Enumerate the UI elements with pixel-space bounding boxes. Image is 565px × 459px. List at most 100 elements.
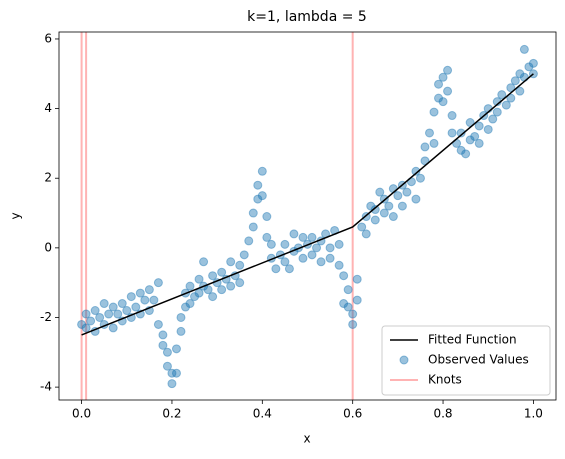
scatter-point [298, 232, 308, 242]
legend-label: Fitted Function [428, 333, 517, 347]
scatter-point [519, 44, 529, 54]
legend-label: Observed Values [428, 353, 529, 367]
scatter-point [492, 107, 502, 117]
scatter-point [334, 239, 344, 249]
scatter-point [194, 288, 204, 298]
scatter-point [235, 260, 245, 270]
scatter-point [167, 379, 177, 389]
scatter-point [325, 243, 335, 253]
scatter-point [370, 205, 380, 215]
scatter-point [379, 208, 389, 218]
x-axis-label: x [303, 432, 310, 446]
scatter-point [366, 201, 376, 211]
scatter-point [194, 274, 204, 284]
y-tick-label: -4 [40, 380, 52, 394]
scatter-point [470, 131, 480, 141]
scatter-point [81, 323, 91, 333]
scatter-point [284, 264, 294, 274]
scatter-point [483, 124, 493, 134]
scatter-point [217, 267, 227, 277]
scatter-point [393, 191, 403, 201]
scatter-point [424, 128, 434, 138]
scatter-point [253, 194, 263, 204]
scatter-point [411, 166, 421, 176]
scatter-point [77, 319, 87, 329]
legend: Fitted Function Observed Values Knots [381, 325, 551, 396]
chart-title: k=1, lambda = 5 [247, 9, 367, 25]
scatter-point [438, 72, 448, 82]
scatter-point [461, 149, 471, 159]
scatter-point [185, 281, 195, 291]
scatter-point [434, 79, 444, 89]
scatter-point [384, 201, 394, 211]
fitted-line [81, 73, 534, 336]
scatter-point [289, 229, 299, 239]
scatter-point [357, 222, 367, 232]
scatter-point [81, 309, 91, 319]
scatter-point [190, 292, 200, 302]
scatter-point [524, 62, 534, 72]
scatter-point [434, 93, 444, 103]
y-tick-label: 2 [44, 171, 52, 185]
scatter-point [280, 239, 290, 249]
axes-frame [58, 31, 557, 401]
scatter-point [334, 260, 344, 270]
scatter-point [298, 253, 308, 263]
scatter-point [438, 97, 448, 107]
scatter-point [312, 243, 322, 253]
scatter-point [415, 173, 425, 183]
scatter-point [361, 229, 371, 239]
x-tick-label: 0.0 [72, 407, 91, 421]
scatter-point [411, 194, 421, 204]
scatter-point [113, 309, 123, 319]
scatter-point [217, 285, 227, 295]
scatter-point [135, 288, 145, 298]
scatter-point [262, 212, 272, 222]
scatter-point [343, 302, 353, 312]
scatter-point [528, 58, 538, 68]
scatter-point [307, 250, 317, 260]
scatter-point [181, 302, 191, 312]
scatter-point [167, 368, 177, 378]
scatter-point [515, 69, 525, 79]
y-tick-label: 6 [44, 31, 52, 45]
scatter-point [108, 302, 118, 312]
scatter-point [343, 285, 353, 295]
x-tick-label: 1.0 [524, 407, 543, 421]
scatter-point [515, 86, 525, 96]
scatter-point [86, 316, 96, 326]
scatter-point [239, 250, 249, 260]
scatter-point [339, 271, 349, 281]
scatter-point [348, 309, 358, 319]
scatter-point [104, 309, 114, 319]
scatter-point [429, 138, 439, 148]
scatter-point [208, 271, 218, 281]
scatter-point [171, 344, 181, 354]
y-axis-label: y [9, 212, 23, 219]
scatter-point [375, 187, 385, 197]
legend-box [381, 325, 551, 396]
scatter-point [497, 90, 507, 100]
scatter-point [149, 295, 159, 305]
scatter-point [501, 100, 511, 110]
scatter-point [456, 145, 466, 155]
scatter-point [474, 121, 484, 131]
scatter-point [126, 292, 136, 302]
scatter-point [339, 299, 349, 309]
scatter-point [248, 222, 258, 232]
scatter-point [474, 138, 484, 148]
scatter-point [162, 347, 172, 357]
y-tick-label: 4 [44, 101, 52, 115]
scatter-point [307, 232, 317, 242]
scatter-point [153, 278, 163, 288]
scatter-point [153, 319, 163, 329]
scatter-point [122, 306, 132, 316]
scatter-point [271, 264, 281, 274]
scatter-point [262, 232, 272, 242]
scatter-point [352, 295, 362, 305]
legend-label: Knots [428, 373, 462, 387]
x-tick-label: 0.2 [162, 407, 181, 421]
scatter-point [352, 274, 362, 284]
scatter-point [140, 295, 150, 305]
